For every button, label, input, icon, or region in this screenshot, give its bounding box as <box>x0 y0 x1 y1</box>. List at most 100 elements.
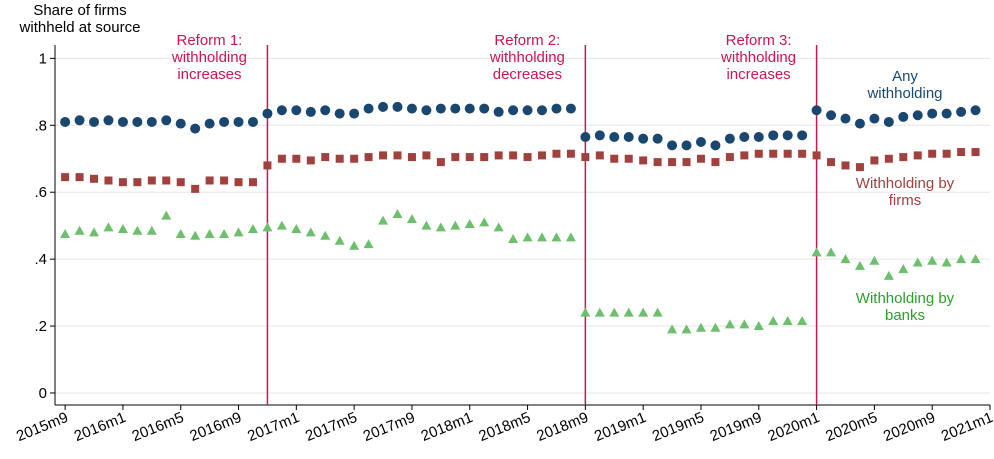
x-tick-label: 2020m5 <box>823 409 880 445</box>
marker <box>566 149 575 158</box>
marker <box>798 149 807 158</box>
marker <box>711 158 720 167</box>
marker <box>623 307 634 317</box>
marker <box>696 154 705 163</box>
marker <box>75 173 84 182</box>
series-label: Any withholding <box>867 68 943 102</box>
marker <box>291 105 302 116</box>
marker <box>89 116 100 127</box>
marker <box>406 103 417 114</box>
marker <box>913 151 922 160</box>
marker <box>522 232 533 242</box>
marker <box>349 240 360 250</box>
marker <box>117 224 128 234</box>
marker <box>681 324 692 334</box>
marker <box>970 254 981 264</box>
x-tick-label: 2020m1 <box>765 409 822 445</box>
x-tick-label: 2016m9 <box>187 409 244 445</box>
marker <box>61 173 70 182</box>
marker <box>957 148 966 157</box>
y-tick-label: .2 <box>34 318 47 335</box>
marker <box>407 153 416 162</box>
marker <box>464 103 475 114</box>
marker <box>262 108 273 119</box>
x-tick-label: 2018m5 <box>476 409 533 445</box>
marker <box>725 153 734 162</box>
marker <box>320 105 331 116</box>
marker <box>826 110 837 121</box>
marker <box>609 307 620 317</box>
marker <box>421 220 432 230</box>
marker <box>480 153 489 162</box>
marker <box>334 235 345 245</box>
x-tick-label: 2018m1 <box>419 409 476 445</box>
marker <box>508 234 519 244</box>
x-tick-label: 2018m9 <box>534 409 591 445</box>
marker <box>912 110 923 121</box>
marker <box>970 105 981 116</box>
marker <box>363 239 374 249</box>
marker <box>90 174 99 183</box>
marker <box>884 154 893 163</box>
marker <box>653 158 662 167</box>
marker <box>754 149 763 158</box>
x-tick-label: 2021m1 <box>939 409 994 445</box>
marker <box>508 105 519 116</box>
marker <box>305 227 316 237</box>
marker <box>276 105 287 116</box>
marker <box>234 178 243 187</box>
marker <box>161 210 172 220</box>
marker <box>175 229 186 239</box>
marker <box>811 247 822 257</box>
marker <box>392 208 403 218</box>
marker <box>883 270 894 280</box>
series-label: Withholding by firms <box>855 175 955 209</box>
marker <box>912 257 923 267</box>
marker <box>898 111 909 122</box>
marker <box>739 132 750 143</box>
marker <box>233 227 244 237</box>
marker <box>783 149 792 158</box>
marker <box>292 154 301 163</box>
marker <box>247 116 258 127</box>
x-tick-label: 2015m9 <box>14 409 71 445</box>
marker <box>479 103 490 114</box>
x-tick-label: 2017m1 <box>245 409 302 445</box>
marker <box>74 225 85 235</box>
marker <box>204 229 215 239</box>
marker <box>306 156 315 165</box>
marker <box>971 148 980 157</box>
marker <box>335 154 344 163</box>
marker <box>580 307 591 317</box>
marker <box>146 116 157 127</box>
marker <box>812 151 821 160</box>
marker <box>610 154 619 163</box>
marker <box>956 254 967 264</box>
marker <box>60 116 71 127</box>
y-tick-label: 1 <box>39 50 47 67</box>
marker <box>552 149 561 158</box>
marker <box>378 101 389 112</box>
marker <box>132 116 143 127</box>
marker <box>595 151 604 160</box>
marker <box>406 213 417 223</box>
marker <box>667 324 678 334</box>
marker <box>479 217 490 227</box>
marker <box>768 316 779 326</box>
marker <box>899 153 908 162</box>
marker <box>537 105 548 116</box>
marker <box>320 230 331 240</box>
marker <box>451 153 460 162</box>
marker <box>349 108 360 119</box>
marker <box>392 101 403 112</box>
marker <box>898 264 909 274</box>
marker <box>277 154 286 163</box>
marker <box>942 149 951 158</box>
marker <box>450 103 461 114</box>
marker <box>321 153 330 162</box>
marker <box>854 260 865 270</box>
marker <box>263 161 272 170</box>
marker <box>133 178 142 187</box>
marker <box>811 105 822 116</box>
